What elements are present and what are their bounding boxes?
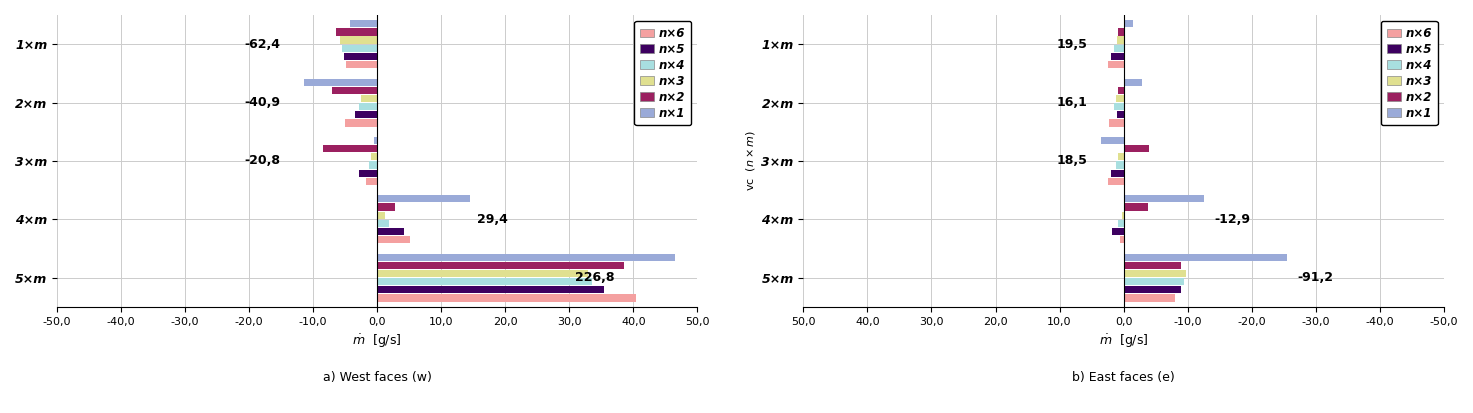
Bar	[370, 161, 377, 169]
Bar	[345, 119, 377, 126]
Bar	[359, 103, 377, 110]
Bar	[1124, 286, 1181, 294]
Text: -91,2: -91,2	[1298, 271, 1333, 284]
Bar	[1121, 236, 1124, 243]
Bar	[1102, 137, 1124, 144]
Bar	[1118, 153, 1124, 160]
Text: 226,8: 226,8	[574, 271, 614, 284]
Bar	[1118, 87, 1124, 94]
Bar	[351, 20, 377, 27]
Text: -40,9: -40,9	[245, 96, 280, 109]
Bar	[1117, 95, 1124, 102]
Bar	[371, 153, 377, 160]
Bar	[1124, 203, 1147, 211]
Bar	[365, 178, 377, 185]
Text: 29,4: 29,4	[477, 213, 508, 226]
Bar	[1124, 254, 1287, 261]
Bar	[1124, 294, 1175, 301]
Bar	[377, 270, 588, 277]
Text: a) West faces (w): a) West faces (w)	[323, 371, 432, 384]
Text: 16,1: 16,1	[1058, 96, 1087, 109]
Bar	[1109, 119, 1124, 126]
Bar	[1124, 78, 1142, 86]
Bar	[346, 61, 377, 68]
Bar	[343, 53, 377, 60]
Bar	[1114, 45, 1124, 52]
Text: 19,5: 19,5	[1058, 38, 1087, 51]
Bar	[1124, 20, 1133, 27]
Legend: n×6, n×5, n×4, n×3, n×2, n×1: n×6, n×5, n×4, n×3, n×2, n×1	[1380, 21, 1438, 126]
Bar	[377, 203, 395, 211]
Bar	[1111, 53, 1124, 60]
Bar	[377, 228, 404, 235]
Bar	[359, 170, 377, 177]
Bar	[374, 137, 377, 144]
Text: -12,9: -12,9	[1214, 213, 1251, 226]
X-axis label: $\dot{m}$  [g/s]: $\dot{m}$ [g/s]	[352, 332, 402, 349]
Bar	[333, 87, 377, 94]
Bar	[1108, 178, 1124, 185]
Bar	[361, 95, 377, 102]
Bar	[1117, 161, 1124, 169]
Bar	[1118, 28, 1124, 36]
Bar	[342, 45, 377, 52]
Bar	[1114, 103, 1124, 110]
Bar	[377, 294, 636, 301]
Bar	[1108, 61, 1124, 68]
Bar	[1118, 220, 1124, 227]
Bar	[1112, 228, 1124, 235]
X-axis label: $\dot{m}$  [g/s]: $\dot{m}$ [g/s]	[1099, 332, 1149, 349]
Bar	[1124, 262, 1181, 269]
Text: -20,8: -20,8	[245, 154, 280, 167]
Bar	[377, 236, 411, 243]
Text: 18,5: 18,5	[1058, 154, 1087, 167]
Legend: n×6, n×5, n×4, n×3, n×2, n×1: n×6, n×5, n×4, n×3, n×2, n×1	[635, 21, 691, 126]
Bar	[377, 254, 675, 261]
Bar	[377, 220, 389, 227]
Bar	[355, 111, 377, 119]
Bar	[1111, 170, 1124, 177]
Bar	[1124, 278, 1184, 285]
Text: b) East faces (e): b) East faces (e)	[1072, 371, 1175, 384]
Bar	[1117, 36, 1124, 44]
Bar	[1117, 111, 1124, 119]
Bar	[340, 36, 377, 44]
Bar	[1124, 145, 1149, 152]
Bar	[1124, 195, 1203, 202]
Bar	[1124, 270, 1186, 277]
Bar	[377, 286, 604, 294]
Bar	[1121, 211, 1124, 219]
Bar	[377, 211, 384, 219]
Bar	[323, 145, 377, 152]
Bar	[377, 195, 470, 202]
Bar	[303, 78, 377, 86]
Bar	[377, 278, 592, 285]
Y-axis label: vc  ($n\times m$): vc ($n\times m$)	[744, 131, 757, 192]
Text: -62,4: -62,4	[245, 38, 280, 51]
Bar	[377, 262, 623, 269]
Bar	[336, 28, 377, 36]
